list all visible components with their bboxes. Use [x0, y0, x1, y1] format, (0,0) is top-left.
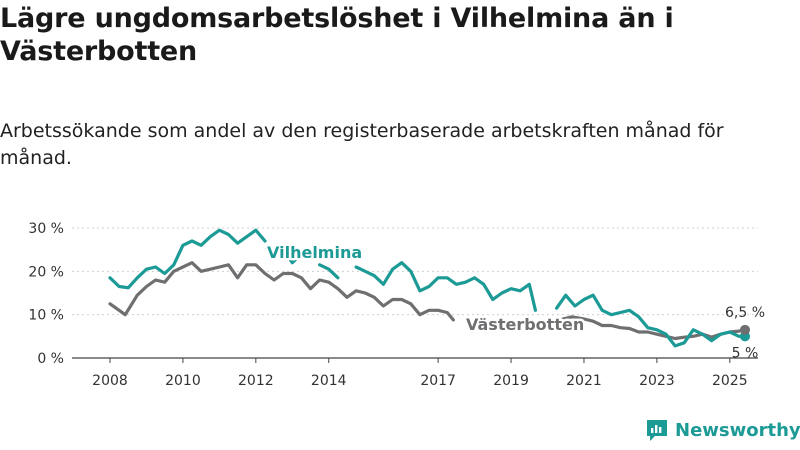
x-tick-label: 2008 — [92, 373, 128, 389]
series-end-point — [740, 324, 750, 335]
end-value-label: 5 % — [732, 345, 759, 361]
series-label-halo: Västerbotten — [466, 315, 584, 334]
end-value-label: 6,5 % — [725, 305, 765, 321]
x-tick-label: 2019 — [493, 373, 529, 389]
brand-name: Newsworthy — [675, 419, 800, 441]
series-line-vilhelmina — [354, 261, 537, 312]
series-line-vilhelmina — [555, 293, 747, 348]
y-tick-label: 30 % — [28, 221, 64, 237]
x-tick-label: 2021 — [566, 373, 602, 389]
series-label-halo: Vilhelmina — [267, 243, 362, 262]
series-line-vilhelmina — [108, 228, 267, 290]
x-tick-label: 2025 — [712, 373, 748, 389]
y-tick-label: 10 % — [28, 308, 64, 324]
x-tick-label: 2010 — [165, 373, 201, 389]
x-tick-label: 2012 — [238, 373, 274, 389]
x-tick-label: 2017 — [420, 373, 456, 389]
series-line-vilhelmina — [318, 263, 340, 280]
chart-title: Lägre ungdomsarbetslöshet i Vilhelmina ä… — [0, 3, 674, 67]
newsworthy-logo-icon — [647, 420, 667, 441]
series-line-vsterbotten — [108, 261, 455, 322]
series-label: Västerbotten — [466, 315, 584, 334]
brand-logo: Newsworthy — [645, 418, 800, 442]
y-tick-label: 0 % — [37, 351, 64, 367]
y-tick-label: 20 % — [28, 264, 64, 280]
x-tick-label: 2014 — [311, 373, 347, 389]
series-line-vilhelmina — [281, 248, 303, 265]
series-label: Vilhelmina — [267, 243, 362, 262]
chart-subtitle: Arbetssökande som andel av den registerb… — [0, 120, 724, 169]
x-tick-label: 2023 — [639, 373, 675, 389]
